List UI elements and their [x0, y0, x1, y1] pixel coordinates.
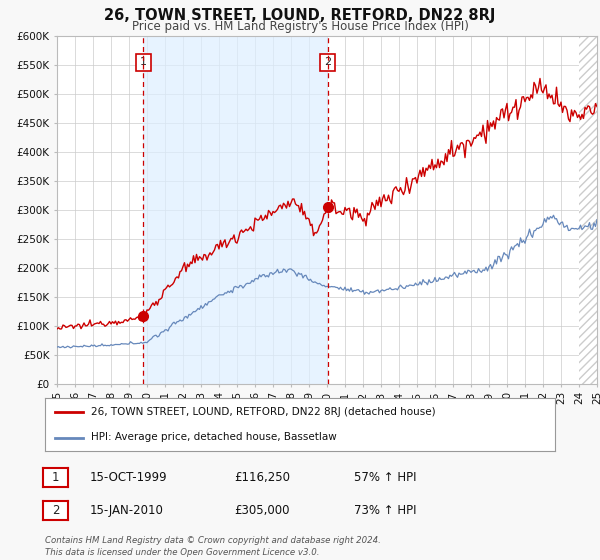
Text: 15-JAN-2010: 15-JAN-2010: [90, 504, 164, 517]
Text: 26, TOWN STREET, LOUND, RETFORD, DN22 8RJ (detached house): 26, TOWN STREET, LOUND, RETFORD, DN22 8R…: [91, 408, 436, 418]
Text: 1: 1: [140, 58, 147, 67]
Text: 57% ↑ HPI: 57% ↑ HPI: [354, 470, 416, 484]
Text: 2: 2: [324, 58, 331, 67]
Text: £305,000: £305,000: [234, 504, 290, 517]
Text: Contains HM Land Registry data © Crown copyright and database right 2024.
This d: Contains HM Land Registry data © Crown c…: [45, 536, 381, 557]
Text: 2: 2: [52, 504, 59, 517]
Bar: [579, 36, 597, 384]
Text: 15-OCT-1999: 15-OCT-1999: [90, 470, 167, 484]
Text: £116,250: £116,250: [234, 470, 290, 484]
Text: 1: 1: [52, 470, 59, 484]
Text: Price paid vs. HM Land Registry's House Price Index (HPI): Price paid vs. HM Land Registry's House …: [131, 20, 469, 33]
Text: 26, TOWN STREET, LOUND, RETFORD, DN22 8RJ: 26, TOWN STREET, LOUND, RETFORD, DN22 8R…: [104, 8, 496, 23]
Bar: [143, 36, 328, 384]
Text: HPI: Average price, detached house, Bassetlaw: HPI: Average price, detached house, Bass…: [91, 432, 337, 442]
Text: 73% ↑ HPI: 73% ↑ HPI: [354, 504, 416, 517]
